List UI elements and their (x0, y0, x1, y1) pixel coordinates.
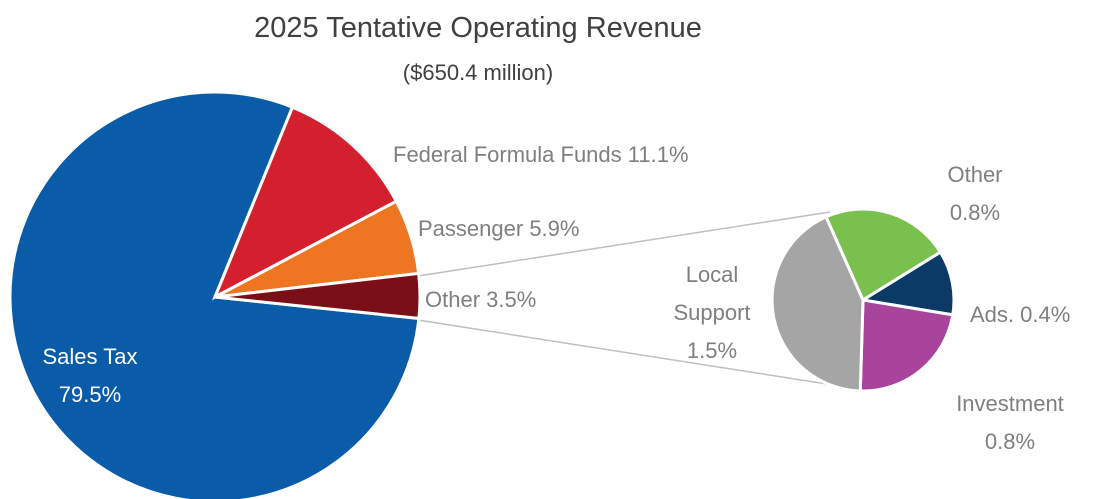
label-value: 11.1% (627, 142, 689, 167)
label-category: Other (425, 287, 481, 312)
label-category: Sales Tax (42, 344, 138, 369)
label-value: 5.9% (529, 216, 580, 241)
data-label: Investment 0.8% (930, 385, 1090, 461)
label-category: Passenger (418, 216, 524, 241)
pie-slice (214, 271, 422, 321)
label-category: Federal Formula Funds (393, 142, 622, 167)
label-value: 0.4% (1020, 302, 1071, 327)
label-value: 3.5% (486, 287, 537, 312)
connector (417, 319, 866, 391)
label-value: 79.5% (58, 382, 122, 407)
data-label: Ads. 0.4% (970, 296, 1105, 334)
label-category: Local Support (673, 262, 751, 325)
data-label: Federal Formula Funds 11.1% (393, 136, 813, 174)
data-label: Other 0.8% (920, 156, 1030, 232)
label-category: Ads. (970, 302, 1015, 327)
data-label: Other 3.5% (425, 281, 625, 319)
label-value: 0.8% (984, 429, 1036, 454)
data-label: Local Support 1.5% (662, 256, 762, 370)
pie-slice (824, 207, 943, 303)
chart-subtitle: ($650.4 million) (402, 60, 554, 85)
pie-slice (858, 298, 955, 393)
label-category: Investment (956, 391, 1064, 416)
data-label: Passenger 5.9% (418, 210, 718, 248)
data-label: Sales Tax 79.5% (20, 338, 160, 414)
label-category: Other (947, 162, 1003, 187)
label-value: 1.5% (686, 338, 738, 363)
chart-title: 2025 Tentative Operating Revenue (254, 12, 702, 44)
label-value: 0.8% (949, 200, 1001, 225)
pie-slice (770, 214, 865, 393)
connector (417, 211, 831, 277)
pie-slice (212, 105, 399, 301)
